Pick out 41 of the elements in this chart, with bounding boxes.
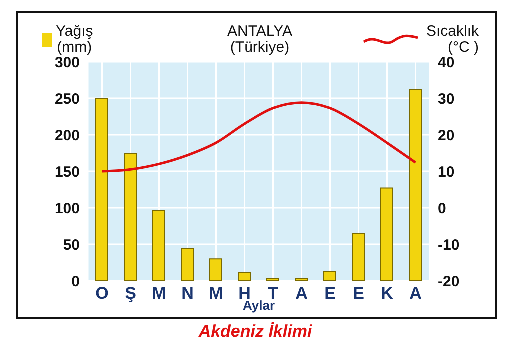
y2-tick-label: -20 [438, 273, 460, 290]
y2-tick-label: 10 [438, 164, 455, 181]
bar [238, 272, 251, 281]
line-series [101, 102, 417, 173]
y2-tick-label: 40 [438, 54, 455, 72]
bar [295, 278, 308, 281]
y2-tick-label: 30 [438, 90, 455, 108]
x-tick-label: A [410, 284, 422, 304]
x-tick-label: K [381, 284, 394, 304]
bar [210, 258, 222, 281]
bar [96, 98, 108, 281]
legend-label: Sıcaklık (°C ) [426, 23, 479, 56]
bar [266, 278, 280, 281]
y2-tick-label: 20 [438, 127, 455, 144]
bar [324, 271, 336, 281]
bar [152, 210, 166, 281]
x-tick-label: E [353, 284, 364, 304]
legend-label: Yağış (mm) [56, 23, 94, 56]
x-tick-label: N [182, 284, 194, 304]
y-tick-label: 250 [54, 90, 80, 108]
x-tick-label: A [296, 284, 308, 304]
bar [181, 248, 194, 281]
y-tick-label: 100 [54, 200, 80, 218]
bar [352, 233, 365, 281]
chart-title: ANTALYA (Türkiye) [226, 23, 294, 56]
x-tick-label: M [209, 284, 224, 304]
y2-tick-label: 0 [438, 200, 446, 218]
bar [124, 153, 137, 281]
x-tick-label: M [152, 284, 166, 304]
x-tick-label: E [324, 284, 336, 304]
x-tick-label: Ş [125, 284, 136, 304]
bar [380, 188, 394, 281]
y-tick-label: 50 [63, 236, 80, 254]
y-tick-label: 150 [54, 164, 80, 181]
y-tick-label: 200 [54, 127, 80, 144]
bar [409, 89, 422, 281]
text: Akdeniz İklimi [198, 322, 314, 342]
y-tick-label: 0 [72, 273, 80, 290]
y2-tick-label: -10 [438, 236, 460, 254]
y-tick-label: 300 [54, 54, 80, 72]
x-tick-label: O [96, 284, 109, 304]
